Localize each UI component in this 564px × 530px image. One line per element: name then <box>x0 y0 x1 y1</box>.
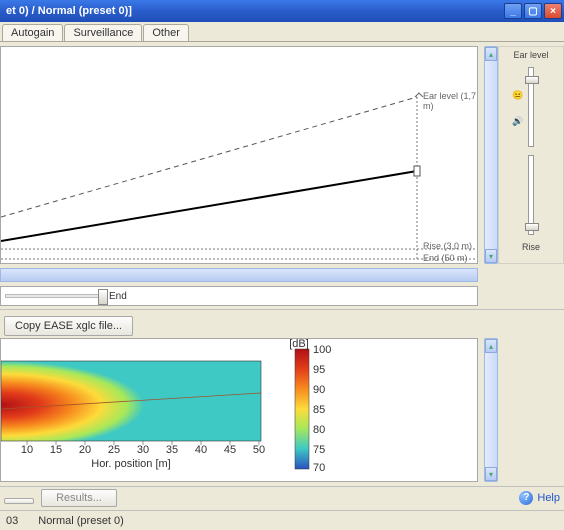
bottom-buttons: Results... <box>4 489 121 507</box>
tab-surveillance[interactable]: Surveillance <box>64 24 142 41</box>
window-title: et 0) / Normal (preset 0)] <box>6 5 132 17</box>
ear-level-thumb[interactable] <box>525 76 539 84</box>
svg-text:50: 50 <box>253 444 265 456</box>
help-label: Help <box>537 492 560 504</box>
ann-rise: Rise (3,0 m) <box>423 241 472 251</box>
lower-panel: Copy EASE xglc file... <box>0 310 564 486</box>
svg-text:40: 40 <box>195 444 207 456</box>
svg-text:Hor. position [m]: Hor. position [m] <box>91 458 170 470</box>
window-buttons: _ ▢ × <box>504 3 562 19</box>
heatmap-panel: 10 15 20 25 30 35 40 45 50 Hor. position [m] [… <box>0 338 478 482</box>
tab-other[interactable]: Other <box>143 24 189 41</box>
person-icon: 😐 <box>512 90 523 101</box>
ear-level-label: Ear level <box>513 51 548 61</box>
speaker-icon: 🔊 <box>512 116 523 127</box>
rise-slider[interactable] <box>528 155 534 235</box>
heatmap-svg: 10 15 20 25 30 35 40 45 50 Hor. position [m] [… <box>1 339 477 481</box>
svg-text:35: 35 <box>166 444 178 456</box>
ann-end: End (50 m) <box>423 253 468 263</box>
scroll-down-icon[interactable]: ▾ <box>485 249 497 263</box>
svg-text:85: 85 <box>313 404 325 416</box>
help-button[interactable]: ? Help <box>519 491 560 505</box>
svg-text:80: 80 <box>313 424 325 436</box>
tab-bar: Autogain Surveillance Other <box>0 22 564 42</box>
scroll-up-icon[interactable]: ▴ <box>485 47 497 61</box>
tab-autogain[interactable]: Autogain <box>2 24 63 41</box>
svg-text:75: 75 <box>313 444 325 456</box>
svg-text:100: 100 <box>313 344 331 356</box>
bottom-toolbar: Results... ? Help <box>0 486 564 508</box>
svg-text:25: 25 <box>108 444 120 456</box>
slider-column: Ear level 😐 🔊 Rise <box>498 46 564 264</box>
close-button[interactable]: × <box>544 3 562 19</box>
ann-ear-level: Ear level (1,7 m) <box>423 91 477 111</box>
horizontal-scrollbar[interactable] <box>0 268 478 282</box>
aim-chart: Ear level (1,7 m) Rise (3,0 m) End (50 m… <box>0 46 478 264</box>
svg-text:10: 10 <box>21 444 33 456</box>
svg-text:45: 45 <box>224 444 236 456</box>
rise-label: Rise <box>522 243 540 253</box>
minimize-button[interactable]: _ <box>504 3 522 19</box>
svg-text:95: 95 <box>313 364 325 376</box>
end-slider-track[interactable] <box>5 294 103 298</box>
svg-text:70: 70 <box>313 462 325 474</box>
help-icon: ? <box>519 491 533 505</box>
copy-ease-button[interactable]: Copy EASE xglc file... <box>4 316 133 336</box>
status-bar: 03 Normal (preset 0) <box>0 510 564 530</box>
rise-thumb[interactable] <box>525 223 539 231</box>
scroll-down-icon[interactable]: ▾ <box>485 467 497 481</box>
svg-text:90: 90 <box>313 384 325 396</box>
end-slider-label: End <box>109 291 127 302</box>
end-slider: End <box>0 286 478 306</box>
heatmap-scrollbar[interactable]: ▴ ▾ <box>484 338 498 482</box>
ear-level-slider[interactable] <box>528 67 534 147</box>
status-left: 03 <box>6 515 18 527</box>
vertical-scrollbar[interactable]: ▴ ▾ <box>484 46 498 264</box>
status-preset: Normal (preset 0) <box>38 515 124 527</box>
titlebar: et 0) / Normal (preset 0)] _ ▢ × <box>0 0 564 22</box>
svg-text:[dB]: [dB] <box>289 339 309 350</box>
right-panel: ▴ ▾ Ear level 😐 🔊 Rise <box>484 46 564 264</box>
svg-text:30: 30 <box>137 444 149 456</box>
scroll-up-icon[interactable]: ▴ <box>485 339 497 353</box>
results-button[interactable]: Results... <box>41 489 117 507</box>
svg-text:15: 15 <box>50 444 62 456</box>
svg-text:20: 20 <box>79 444 91 456</box>
maximize-button[interactable]: ▢ <box>524 3 542 19</box>
upper-panel: Ear level (1,7 m) Rise (3,0 m) End (50 m… <box>0 42 564 310</box>
bottom-button-1[interactable] <box>4 498 34 504</box>
end-slider-thumb[interactable] <box>98 289 108 305</box>
aim-chart-svg <box>1 47 477 263</box>
